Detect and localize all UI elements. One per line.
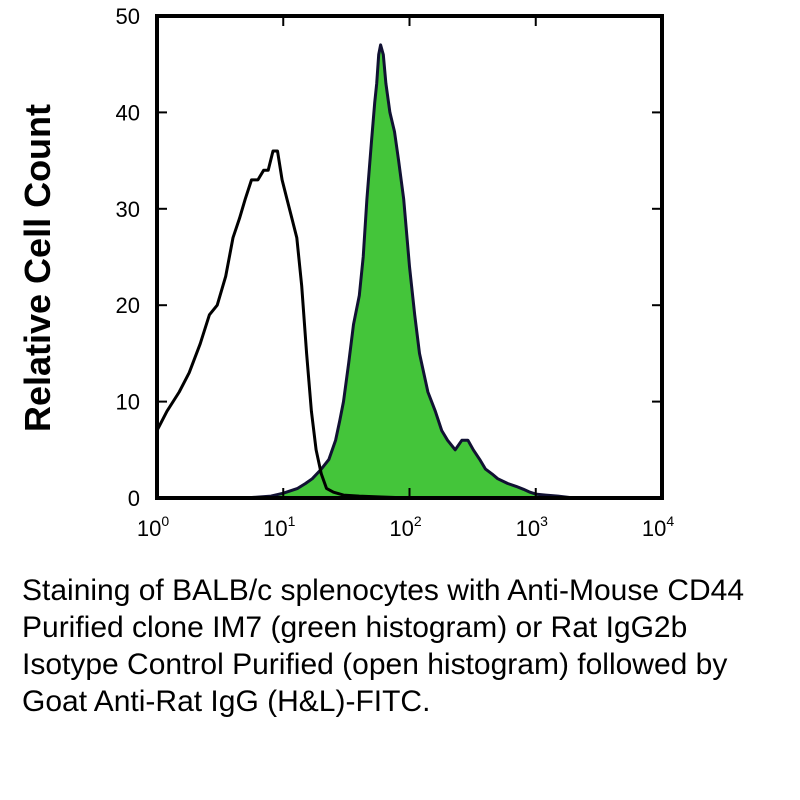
x-tick-label: 101 <box>263 513 295 541</box>
y-tick-label: 10 <box>116 390 140 415</box>
tick-layer <box>156 15 663 499</box>
series-layer <box>155 43 662 500</box>
x-tick-label: 103 <box>516 513 548 541</box>
x-tick-labels: 100 101 102 103 104 <box>137 513 674 541</box>
figure-caption: Staining of BALB/c splenocytes with Anti… <box>22 574 745 718</box>
y-tick-label: 30 <box>116 197 140 222</box>
open-histogram-outline <box>155 149 410 500</box>
histogram-chart: 0 10 20 30 40 50 100 101 102 103 104 Relative Cel… <box>17 4 674 541</box>
y-tick-labels: 0 10 20 30 40 50 <box>116 4 140 511</box>
y-tick-label: 0 <box>128 486 140 511</box>
x-tick-label: 104 <box>642 513 674 541</box>
y-tick-label: 50 <box>116 4 140 29</box>
x-tick-label: 102 <box>389 513 421 541</box>
x-tick-label: 100 <box>137 513 169 541</box>
filled-histogram-outline <box>157 43 662 500</box>
y-tick-label: 40 <box>116 100 140 125</box>
y-tick-label: 20 <box>116 293 140 318</box>
y-axis-label: Relative Cell Count <box>17 104 58 432</box>
